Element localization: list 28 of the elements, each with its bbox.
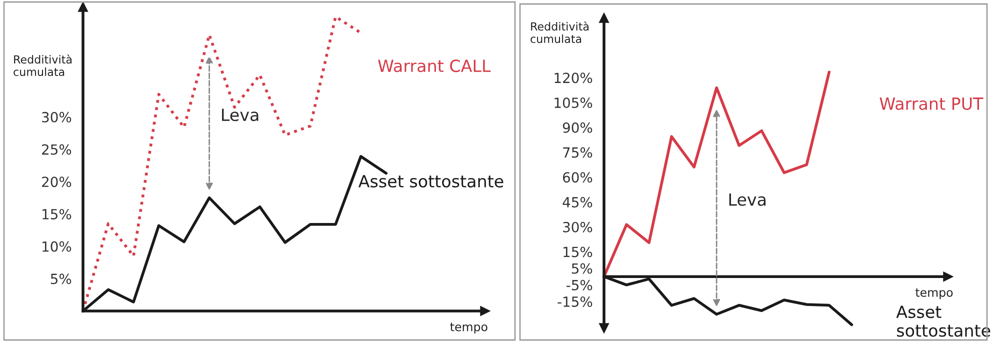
y-tick-label: 20% xyxy=(42,176,72,188)
series-label: Asset sottostante xyxy=(358,175,504,188)
y-tick-label: 5% xyxy=(50,274,72,284)
x-axis-title: tempo xyxy=(916,288,953,300)
y-tick-label: 60% xyxy=(562,172,592,183)
y-tick-label: -5% xyxy=(566,280,592,290)
y-tick-label: 5% xyxy=(572,263,592,274)
y-tick-label: 90% xyxy=(562,122,592,133)
y-tick-label: 45% xyxy=(562,196,592,208)
y-tick-label: 15% xyxy=(564,246,592,258)
y-tick-label: -15% xyxy=(558,296,592,307)
y-tick-label: 10% xyxy=(42,241,72,252)
y-axis-title: Redditività cumulata xyxy=(530,22,589,44)
y-axis-title: Redditività cumulata xyxy=(14,54,72,76)
y-tick-label: 25% xyxy=(42,144,72,155)
annotation: Leva xyxy=(729,193,766,206)
line-series xyxy=(602,70,831,278)
text: Asset sottostante xyxy=(896,306,990,337)
y-tick-label: 105% xyxy=(554,98,592,108)
y-tick-label: 30% xyxy=(563,222,592,232)
y-tick-label: 15% xyxy=(42,208,72,220)
y-tick-label: 120% xyxy=(554,72,592,84)
y-tick-label: 30% xyxy=(42,112,72,122)
text: Warrant PUT xyxy=(880,98,984,110)
y-tick-label: 75% xyxy=(563,147,592,158)
series-label: Warrant CALL xyxy=(378,60,491,72)
annotation: Leva xyxy=(222,108,258,122)
x-axis-title: tempo xyxy=(450,322,488,334)
